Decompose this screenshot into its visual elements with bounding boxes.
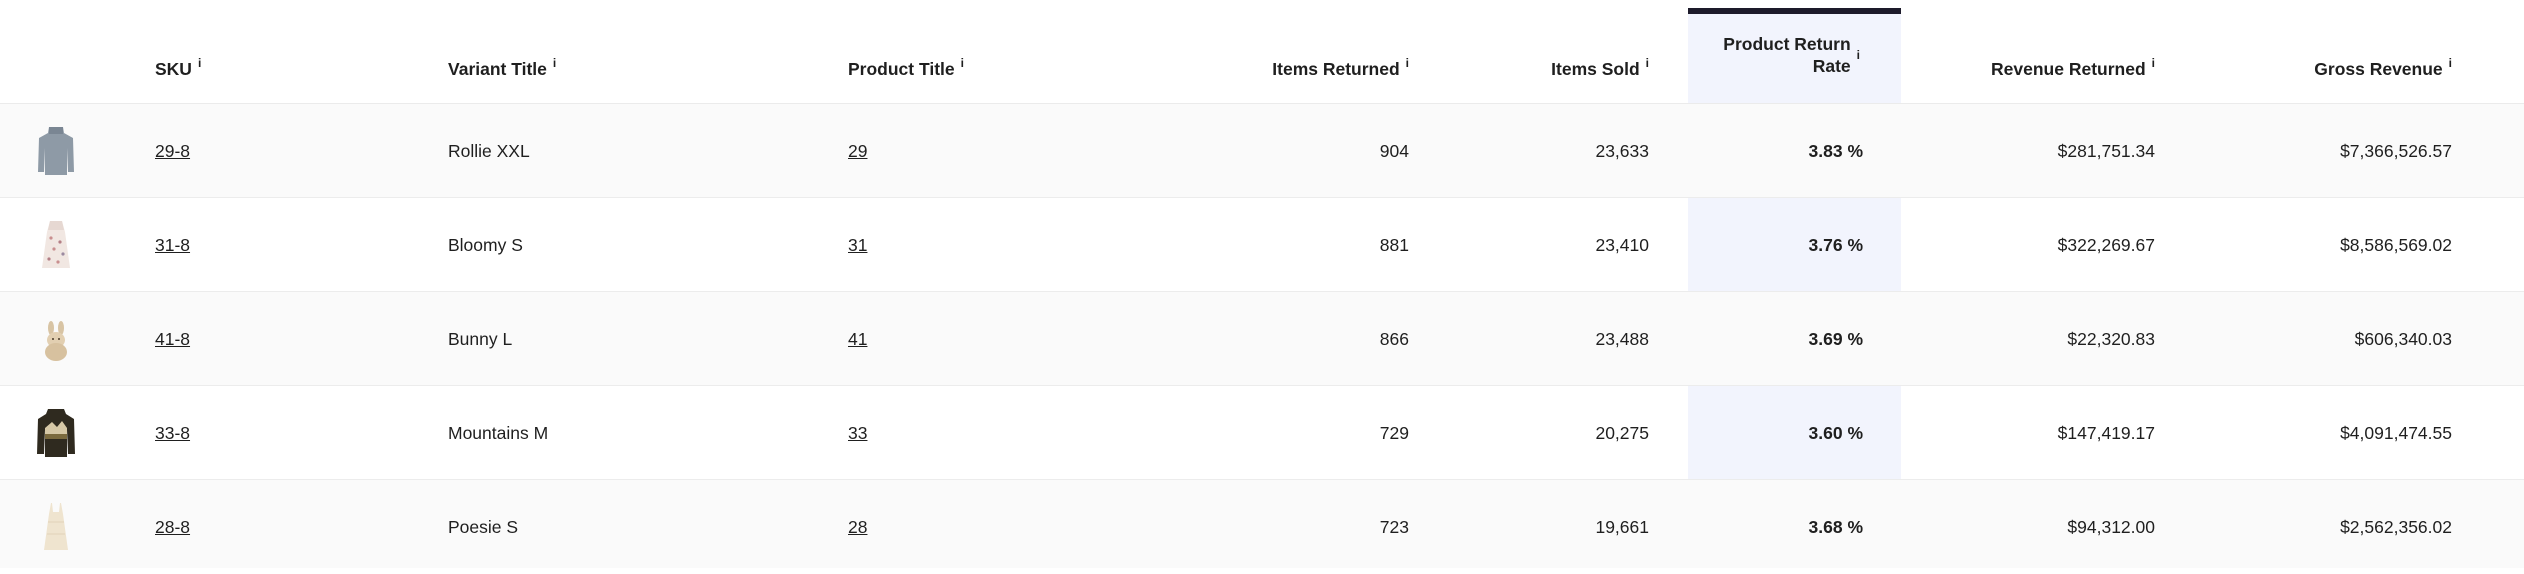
revenue-returned-value: $322,269.67 xyxy=(2057,234,2155,255)
grey-knit-sweater-image xyxy=(34,124,78,178)
table-row[interactable]: 28-8 Poesie S 28 723 19,661 3.68 % $94,3… xyxy=(0,480,2524,568)
header-return-rate-line2: Rate xyxy=(1812,56,1851,76)
items-sold-value: 23,488 xyxy=(1595,328,1649,349)
header-return-rate-line1: Product Return xyxy=(1723,34,1851,54)
table-row[interactable]: 31-8 Bloomy S 31 881 23,410 3.76 % $322,… xyxy=(0,198,2524,292)
header-gross-revenue[interactable]: Gross Revenue i xyxy=(2314,56,2452,80)
bunny-toy-image xyxy=(34,312,78,366)
info-icon[interactable]: i xyxy=(1856,48,1860,62)
table-row[interactable]: 29-8 Rollie XXL 29 904 23,633 3.83 % $28… xyxy=(0,104,2524,198)
return-rate-value: 3.68 % xyxy=(1808,516,1863,537)
revenue-returned-value: $147,419.17 xyxy=(2057,422,2155,443)
items-sold-value: 20,275 xyxy=(1595,422,1649,443)
return-rate-value: 3.69 % xyxy=(1808,328,1863,349)
revenue-returned-value: $22,320.83 xyxy=(2067,328,2155,349)
sku-link[interactable]: 28-8 xyxy=(155,516,191,537)
header-product-title[interactable]: Product Title i xyxy=(848,56,964,80)
header-revenue-returned[interactable]: Revenue Returned i xyxy=(1991,56,2155,80)
return-rate-value: 3.83 % xyxy=(1808,140,1863,161)
sku-link[interactable]: 31-8 xyxy=(155,234,191,255)
header-items-sold[interactable]: Items Sold i xyxy=(1551,56,1649,80)
revenue-returned-value: $281,751.34 xyxy=(2057,140,2155,161)
header-revenue-returned-label: Revenue Returned xyxy=(1991,59,2146,79)
variant-title: Bloomy S xyxy=(448,234,523,255)
header-variant-title[interactable]: Variant Title i xyxy=(448,56,557,80)
sku-link[interactable]: 33-8 xyxy=(155,422,191,443)
return-rate-value: 3.76 % xyxy=(1808,234,1863,255)
info-icon[interactable]: i xyxy=(960,56,964,70)
variant-title: Poesie S xyxy=(448,516,519,537)
product-title-link[interactable]: 31 xyxy=(848,234,868,255)
header-items-returned[interactable]: Items Returned i xyxy=(1272,56,1409,80)
cream-dress-image xyxy=(34,500,78,554)
product-title-link[interactable]: 28 xyxy=(848,516,868,537)
header-sku-label: SKU xyxy=(155,59,192,79)
table-row[interactable]: 41-8 Bunny L 41 866 23,488 3.69 % $22,32… xyxy=(0,292,2524,386)
items-returned-value: 881 xyxy=(1379,234,1409,255)
sku-link[interactable]: 41-8 xyxy=(155,328,191,349)
items-returned-value: 723 xyxy=(1379,516,1409,537)
header-product-return-rate[interactable]: Product Return Rate i xyxy=(1723,33,1860,77)
items-returned-value: 904 xyxy=(1379,140,1409,161)
table-row[interactable]: 33-8 Mountains M 33 729 20,275 3.60 % $1… xyxy=(0,386,2524,480)
header-sku[interactable]: SKU i xyxy=(155,56,202,80)
gross-revenue-value: $606,340.03 xyxy=(2354,328,2452,349)
gross-revenue-value: $7,366,526.57 xyxy=(2340,140,2452,161)
items-sold-value: 19,661 xyxy=(1595,516,1649,537)
sorted-column-highlight xyxy=(1688,8,1901,568)
header-product-title-label: Product Title xyxy=(848,59,955,79)
items-sold-value: 23,410 xyxy=(1595,234,1649,255)
info-icon[interactable]: i xyxy=(197,56,202,70)
info-icon[interactable]: i xyxy=(2151,56,2155,70)
revenue-returned-value: $94,312.00 xyxy=(2067,516,2155,537)
floral-dress-image xyxy=(34,218,78,272)
items-sold-value: 23,633 xyxy=(1595,140,1649,161)
variant-title: Rollie XXL xyxy=(448,140,530,161)
header-items-returned-label: Items Returned xyxy=(1272,59,1400,79)
header-items-sold-label: Items Sold xyxy=(1551,59,1640,79)
table-header: SKU i Variant Title i Product Title i Items… xyxy=(0,0,2524,104)
info-icon[interactable]: i xyxy=(2448,56,2452,70)
product-title-link[interactable]: 33 xyxy=(848,422,868,443)
info-icon[interactable]: i xyxy=(1405,56,1409,70)
product-title-link[interactable]: 41 xyxy=(848,328,868,349)
mountain-sweater-image xyxy=(34,406,78,460)
gross-revenue-value: $4,091,474.55 xyxy=(2340,422,2452,443)
gross-revenue-value: $2,562,356.02 xyxy=(2340,516,2452,537)
header-variant-title-label: Variant Title xyxy=(448,59,547,79)
info-icon[interactable]: i xyxy=(1645,56,1649,70)
return-rate-value: 3.60 % xyxy=(1808,422,1863,443)
variant-title: Bunny L xyxy=(448,328,513,349)
items-returned-value: 729 xyxy=(1379,422,1409,443)
sku-link[interactable]: 29-8 xyxy=(155,140,191,161)
gross-revenue-value: $8,586,569.02 xyxy=(2340,234,2452,255)
product-title-link[interactable]: 29 xyxy=(848,140,868,161)
info-icon[interactable]: i xyxy=(552,56,557,70)
items-returned-value: 866 xyxy=(1379,328,1409,349)
header-gross-revenue-label: Gross Revenue xyxy=(2314,59,2443,79)
variant-title: Mountains M xyxy=(448,422,549,443)
